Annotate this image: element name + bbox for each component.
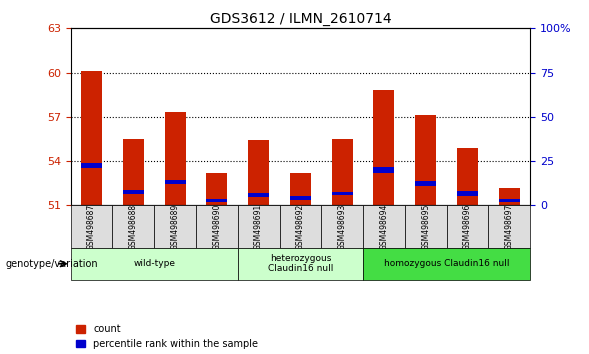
FancyBboxPatch shape: [280, 205, 321, 248]
Bar: [332, 192, 353, 195]
Bar: [499, 188, 519, 205]
FancyBboxPatch shape: [488, 205, 530, 248]
Bar: [373, 90, 395, 205]
Bar: [123, 190, 144, 194]
Text: GSM498692: GSM498692: [296, 204, 305, 250]
FancyBboxPatch shape: [71, 248, 238, 280]
Bar: [81, 162, 102, 169]
Text: homozygous Claudin16 null: homozygous Claudin16 null: [384, 259, 509, 268]
Text: GSM498695: GSM498695: [421, 203, 430, 250]
Bar: [123, 139, 144, 205]
Text: genotype/variation: genotype/variation: [6, 259, 98, 269]
Bar: [206, 199, 227, 202]
Text: heterozygous
Claudin16 null: heterozygous Claudin16 null: [268, 254, 333, 273]
Bar: [373, 167, 395, 173]
FancyBboxPatch shape: [363, 205, 405, 248]
Bar: [290, 196, 311, 200]
FancyBboxPatch shape: [238, 248, 363, 280]
Legend: count, percentile rank within the sample: count, percentile rank within the sample: [75, 324, 258, 349]
Text: GSM498687: GSM498687: [87, 204, 96, 250]
FancyBboxPatch shape: [405, 205, 446, 248]
FancyBboxPatch shape: [446, 205, 488, 248]
FancyBboxPatch shape: [196, 205, 238, 248]
FancyBboxPatch shape: [112, 205, 154, 248]
FancyBboxPatch shape: [363, 248, 530, 280]
FancyBboxPatch shape: [71, 205, 112, 248]
Text: GSM498690: GSM498690: [213, 203, 221, 250]
FancyBboxPatch shape: [154, 205, 196, 248]
Text: wild-type: wild-type: [133, 259, 175, 268]
Text: GSM498697: GSM498697: [505, 203, 514, 250]
Bar: [248, 141, 269, 205]
Text: GSM498691: GSM498691: [254, 204, 263, 250]
Bar: [415, 181, 436, 186]
Title: GDS3612 / ILMN_2610714: GDS3612 / ILMN_2610714: [210, 12, 391, 26]
FancyBboxPatch shape: [321, 205, 363, 248]
Bar: [206, 173, 227, 205]
Text: GSM498688: GSM498688: [129, 204, 138, 250]
Bar: [457, 148, 478, 205]
Bar: [332, 139, 353, 205]
Bar: [165, 113, 186, 205]
FancyBboxPatch shape: [238, 205, 280, 248]
Bar: [248, 193, 269, 197]
Bar: [290, 173, 311, 205]
Bar: [165, 179, 186, 184]
Text: GSM498696: GSM498696: [463, 203, 472, 250]
Bar: [81, 71, 102, 205]
Bar: [499, 199, 519, 202]
Text: GSM498689: GSM498689: [171, 204, 180, 250]
Text: GSM498694: GSM498694: [379, 203, 388, 250]
Bar: [457, 191, 478, 196]
Bar: [415, 115, 436, 205]
Text: GSM498693: GSM498693: [337, 203, 347, 250]
